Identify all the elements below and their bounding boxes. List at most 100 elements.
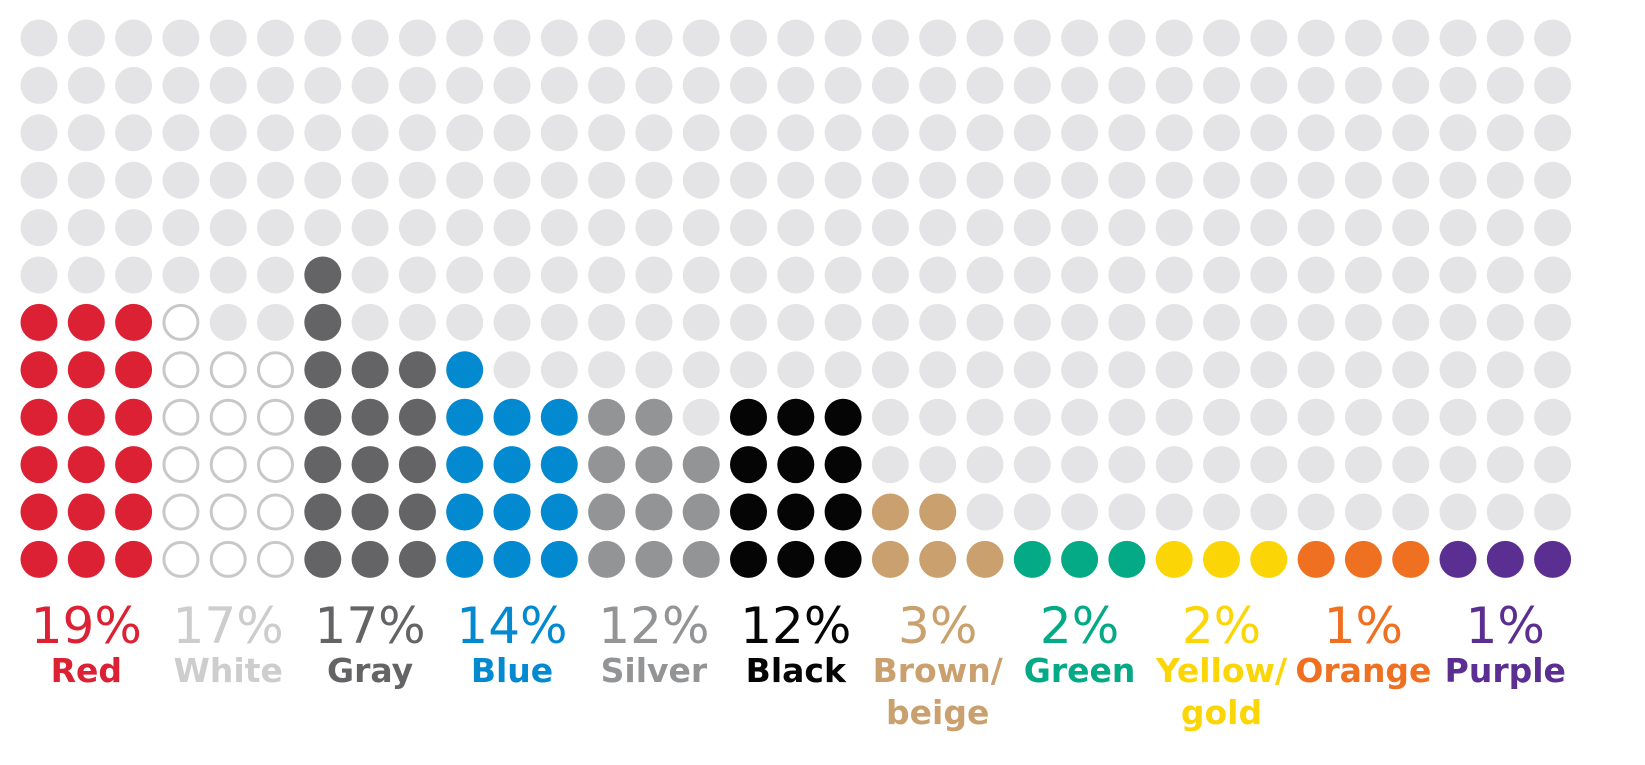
- dot-empty: [446, 19, 484, 57]
- dot-empty: [1250, 19, 1288, 57]
- dot-empty: [824, 161, 862, 199]
- dot-empty: [493, 209, 531, 247]
- dot-empty: [966, 256, 1004, 294]
- dot-empty: [209, 114, 247, 152]
- category-label-black: Black: [746, 651, 847, 690]
- dot-silver: [635, 493, 673, 531]
- dot-empty: [1013, 351, 1051, 389]
- dot-empty: [162, 161, 200, 199]
- dot-empty: [1155, 446, 1193, 484]
- dot-yellow-gold: [1155, 540, 1193, 578]
- percent-label-orange: 1%: [1324, 597, 1403, 655]
- dot-silver: [588, 398, 626, 436]
- dot-empty: [824, 19, 862, 57]
- dot-empty: [1155, 256, 1193, 294]
- dot-gray: [304, 540, 342, 578]
- dot-empty: [398, 19, 436, 57]
- dot-empty: [1061, 256, 1099, 294]
- dot-empty: [1250, 398, 1288, 436]
- dot-empty: [635, 66, 673, 104]
- dot-empty: [1486, 351, 1524, 389]
- dot-empty: [1061, 209, 1099, 247]
- dot-white: [162, 540, 200, 578]
- dot-empty: [351, 303, 389, 341]
- dot-empty: [1534, 19, 1572, 57]
- dot-blue: [446, 351, 484, 389]
- dot-red: [67, 446, 105, 484]
- dot-empty: [777, 303, 815, 341]
- dot-empty: [1486, 66, 1524, 104]
- category-labels: 19%Red17%White17%Gray14%Blue12%Silver12%…: [31, 597, 1566, 732]
- dot-empty: [67, 19, 105, 57]
- dot-empty: [304, 209, 342, 247]
- dot-gray: [304, 493, 342, 531]
- dot-empty: [1155, 493, 1193, 531]
- dot-empty: [588, 19, 626, 57]
- dot-black: [777, 493, 815, 531]
- dot-silver: [588, 493, 626, 531]
- dot-empty: [1534, 446, 1572, 484]
- dot-empty: [1203, 114, 1240, 152]
- dot-empty: [1439, 114, 1477, 152]
- dot-empty: [966, 351, 1004, 389]
- dot-empty: [682, 209, 720, 247]
- percent-label-red: 19%: [31, 597, 142, 655]
- dot-empty: [635, 209, 673, 247]
- dot-silver: [635, 446, 673, 484]
- dot-empty: [398, 161, 436, 199]
- dot-empty: [1534, 161, 1572, 199]
- dot-empty: [1061, 114, 1099, 152]
- dot-black: [824, 446, 862, 484]
- dot-empty: [1061, 446, 1099, 484]
- dot-empty: [871, 161, 909, 199]
- dot-empty: [1108, 19, 1146, 57]
- dot-empty: [1108, 446, 1146, 484]
- dot-empty: [1108, 209, 1146, 247]
- dot-silver: [682, 540, 720, 578]
- dot-empty: [1013, 161, 1051, 199]
- dot-empty: [1061, 161, 1099, 199]
- dot-empty: [1203, 161, 1240, 199]
- dot-empty: [1392, 446, 1430, 484]
- dot-empty: [682, 256, 720, 294]
- dot-empty: [540, 114, 578, 152]
- dot-empty: [304, 114, 342, 152]
- dot-empty: [1013, 398, 1051, 436]
- dot-empty: [1486, 161, 1524, 199]
- dot-empty: [777, 351, 815, 389]
- dot-empty: [635, 303, 673, 341]
- dot-empty: [1108, 161, 1146, 199]
- dot-silver: [588, 446, 626, 484]
- dot-empty: [540, 256, 578, 294]
- dot-empty: [871, 114, 909, 152]
- percent-label-gray: 17%: [315, 597, 426, 655]
- dot-empty: [588, 209, 626, 247]
- dot-empty: [777, 161, 815, 199]
- dot-empty: [635, 161, 673, 199]
- dot-empty: [730, 209, 767, 247]
- dot-empty: [1439, 493, 1477, 531]
- dot-empty: [966, 446, 1004, 484]
- dot-white: [209, 351, 247, 389]
- dot-empty: [777, 209, 815, 247]
- dot-empty: [1250, 493, 1288, 531]
- dot-black: [777, 398, 815, 436]
- dot-empty: [871, 256, 909, 294]
- dot-red: [67, 398, 105, 436]
- dot-green: [1013, 540, 1051, 578]
- dot-empty: [1061, 493, 1099, 531]
- dot-empty: [67, 66, 105, 104]
- dot-empty: [730, 351, 767, 389]
- dot-white: [209, 493, 247, 531]
- dot-yellow-gold: [1250, 540, 1288, 578]
- dot-empty: [304, 161, 342, 199]
- dot-empty: [1392, 493, 1430, 531]
- dot-empty: [493, 19, 531, 57]
- dot-empty: [682, 114, 720, 152]
- dot-empty: [446, 66, 484, 104]
- dot-empty: [919, 114, 957, 152]
- dot-empty: [1297, 303, 1335, 341]
- dot-empty: [777, 114, 815, 152]
- dot-red: [20, 303, 58, 341]
- dot-empty: [1155, 398, 1193, 436]
